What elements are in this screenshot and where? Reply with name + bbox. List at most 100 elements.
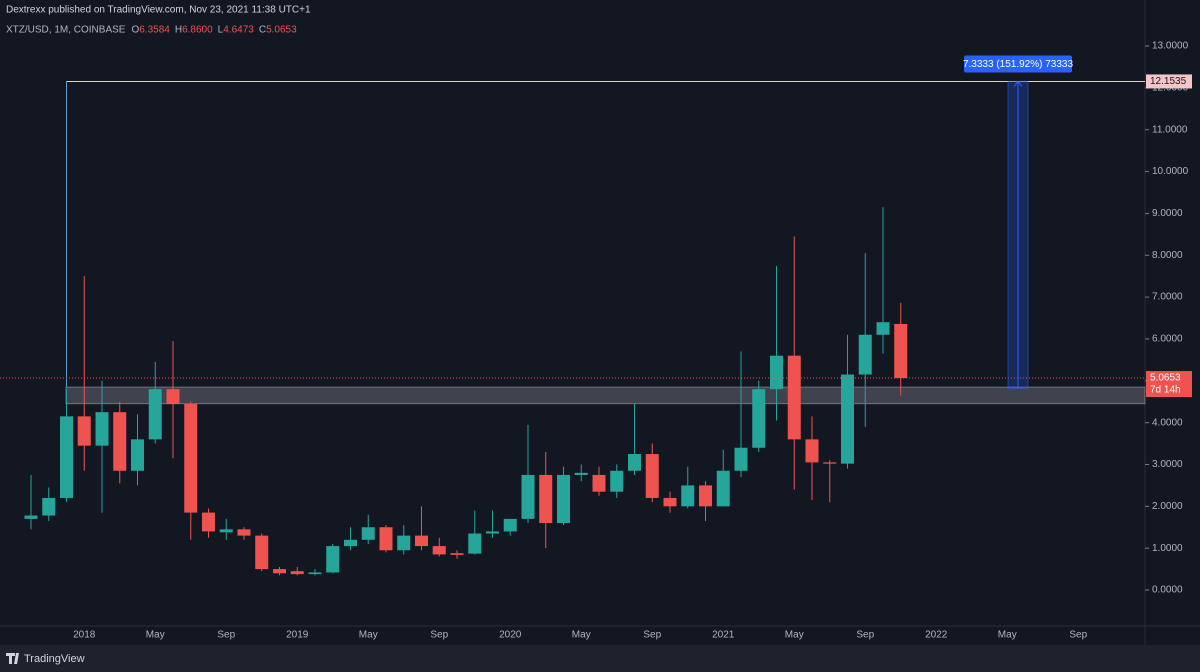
candle-body [858,334,872,375]
support-zone [65,386,1146,405]
x-tick-label: Sep [643,630,661,641]
candle-body [415,535,428,547]
candle-body [734,447,748,471]
candle-body [770,355,783,390]
candle-body [95,412,109,446]
candle-body [379,527,393,551]
legend-value: 4.6473 [223,25,254,36]
candle-body [290,571,304,575]
legend-key: L [218,25,224,36]
candle-body [841,374,854,464]
y-tick-label: 8.0000 [1152,250,1183,261]
candle-body [326,546,340,573]
candle-body [166,389,180,404]
candle-body [610,470,624,492]
candle-body [699,485,712,507]
legend-key: H [175,25,182,36]
countdown: 7d 14h [1150,385,1181,396]
x-tick-label: 2018 [73,630,96,641]
legend-value: 6.3584 [139,25,170,36]
candle-body [823,462,837,464]
candle-body [273,569,286,574]
candle-body [787,355,801,440]
y-tick-label: 7.0000 [1152,292,1183,303]
candle-body [202,512,215,532]
brand-logo [6,653,19,664]
x-tick-label: 2019 [286,630,309,641]
legend-value: 6.8600 [182,25,213,36]
symbol: XTZ/USD, 1M, COINBASE [6,25,126,36]
candle-body [628,454,641,471]
candle-body [131,439,144,471]
x-tick-label: Sep [856,630,874,641]
candle-body [486,531,499,534]
x-tick-label: May [146,630,165,641]
y-tick-label: 1.0000 [1152,543,1183,554]
candle-body [237,529,251,536]
y-tick-label: 9.0000 [1152,208,1183,219]
candle-body [468,533,482,554]
y-tick-label: 13.0000 [1152,41,1189,52]
x-tick-label: May [572,630,591,641]
y-tick-label: 2.0000 [1152,501,1183,512]
candle-body [574,472,588,475]
candle-body [219,529,233,533]
candle-body [521,474,535,519]
legend-key: O [131,25,139,36]
brand: TradingView [24,653,85,665]
x-tick-label: Sep [1069,630,1087,641]
y-tick-label: 6.0000 [1152,334,1183,345]
x-tick-label: 2020 [499,630,522,641]
last-price-label: 5.0653 [1150,373,1181,384]
candle-body [716,470,730,507]
candle-body [894,323,908,379]
legend: XTZ/USD, 1M, COINBASE O 6.3584 H 6.8600 L 4.64… [6,25,297,36]
x-tick-label: May [359,630,378,641]
candle-body [450,553,464,555]
candle-body [663,497,677,507]
level-label-bg [1146,74,1192,89]
y-tick-label: 10.0000 [1152,166,1189,177]
candle-body [805,439,819,463]
candle-body [876,322,890,335]
y-tick-label: 11.0000 [1152,124,1188,135]
candle-body [24,515,38,519]
footer [0,645,1200,672]
measure-arrowhead [1013,80,1023,87]
level-label: 12.1535 [1150,76,1187,87]
candle-body [77,416,91,446]
candle-body [681,485,695,507]
candle-body [148,389,162,440]
candle-body [592,474,606,492]
x-tick-label: May [785,630,804,641]
last-price-bg [1146,371,1192,398]
candle-body [42,497,56,516]
candle-body [113,412,127,471]
candle-body [557,474,570,524]
candle-body [60,416,73,498]
candle-body [255,535,269,570]
y-tick-label: 0.0000 [1152,585,1183,596]
legend-key: C [259,25,266,36]
x-tick-label: May [998,630,1017,641]
x-tick-label: Sep [430,630,448,641]
candle-body [308,572,322,575]
candle-body [645,454,659,498]
measure-label: 7.3333 (151.92%) 73333 [963,59,1074,70]
y-tick-label: 4.0000 [1152,417,1183,428]
candle-body [397,535,411,551]
measure-label-bg [964,55,1072,73]
candle-body [432,546,446,555]
y-tick-label: 3.0000 [1152,459,1183,470]
candle-body [361,527,375,540]
x-tick-label: 2021 [712,630,735,641]
publisher: Dextrexx published on TradingView.com, N… [6,5,311,16]
candle-body [752,389,766,448]
candle-body [344,539,357,547]
candle-body [503,518,517,532]
candle-body [539,474,553,524]
x-tick-label: 2022 [925,630,948,641]
legend-value: 5.0653 [266,25,297,36]
